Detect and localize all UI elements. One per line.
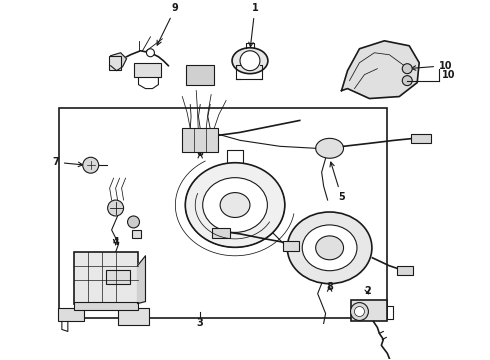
Bar	[106, 270, 129, 284]
Ellipse shape	[185, 163, 285, 247]
Text: 8: 8	[326, 282, 333, 292]
Bar	[411, 134, 431, 143]
Text: 5: 5	[330, 162, 345, 202]
Circle shape	[240, 51, 260, 71]
Circle shape	[354, 307, 365, 316]
Ellipse shape	[316, 236, 343, 260]
Circle shape	[402, 76, 412, 86]
Ellipse shape	[287, 212, 372, 284]
Text: 2: 2	[364, 285, 371, 296]
Bar	[134, 63, 161, 77]
Circle shape	[108, 200, 123, 216]
Bar	[182, 129, 218, 152]
Text: 6: 6	[197, 148, 203, 158]
Circle shape	[147, 49, 154, 57]
Ellipse shape	[203, 178, 268, 233]
Circle shape	[127, 216, 140, 228]
Ellipse shape	[232, 48, 268, 74]
Text: 9: 9	[157, 3, 179, 45]
Polygon shape	[111, 53, 126, 71]
Ellipse shape	[302, 225, 357, 271]
Text: 3: 3	[197, 319, 203, 328]
Circle shape	[350, 302, 368, 320]
Text: 10: 10	[442, 69, 456, 80]
Bar	[131, 230, 142, 238]
Circle shape	[402, 64, 412, 74]
Bar	[186, 65, 214, 85]
Bar	[109, 56, 121, 70]
Bar	[74, 302, 138, 310]
Bar	[212, 228, 230, 238]
Bar	[59, 108, 387, 318]
Bar	[74, 252, 138, 303]
Bar	[397, 266, 413, 275]
Ellipse shape	[220, 193, 250, 217]
Text: 7: 7	[52, 157, 83, 167]
Polygon shape	[138, 256, 146, 303]
Bar	[351, 300, 387, 321]
Bar	[118, 307, 149, 325]
Bar	[283, 241, 299, 251]
Text: 1: 1	[249, 3, 258, 47]
Text: 10: 10	[411, 61, 453, 71]
Polygon shape	[342, 41, 419, 99]
Bar	[58, 307, 84, 321]
Circle shape	[83, 157, 98, 173]
Ellipse shape	[316, 138, 343, 158]
Text: 4: 4	[112, 237, 119, 247]
